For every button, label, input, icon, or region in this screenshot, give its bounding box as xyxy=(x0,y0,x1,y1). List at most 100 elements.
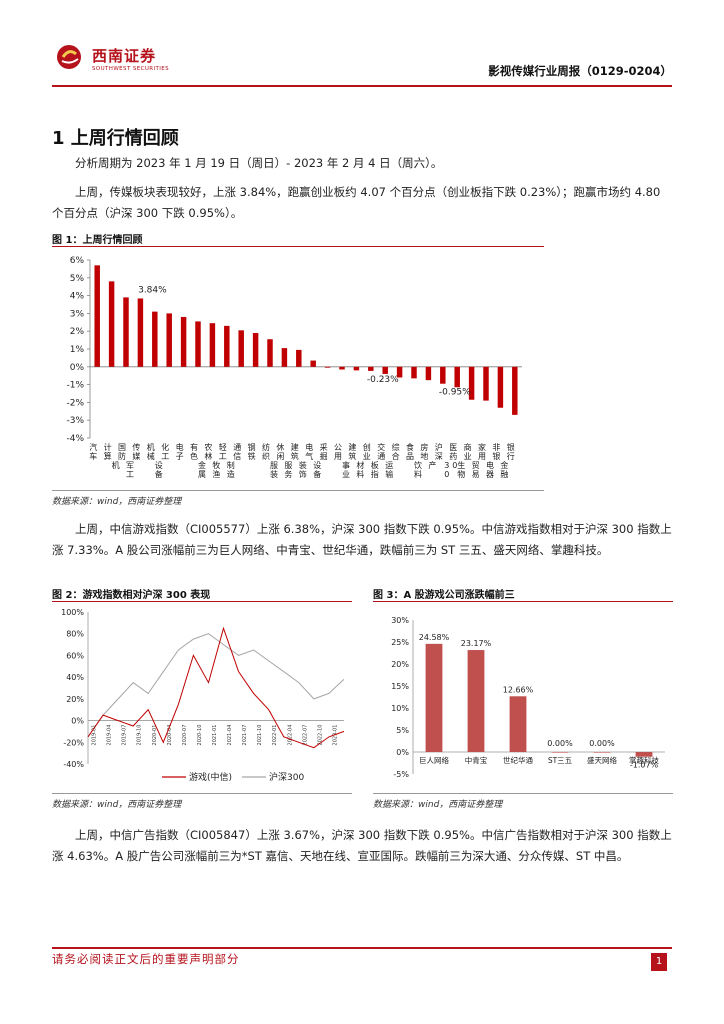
bar-10 xyxy=(238,330,244,367)
figure-2-top-rule xyxy=(52,601,352,602)
bar-3 xyxy=(137,298,144,367)
x-date-label: 2019-07 xyxy=(122,725,128,746)
bar-8 xyxy=(209,323,216,367)
x-date-label: 2022-01 xyxy=(272,725,278,746)
bar-2 xyxy=(509,696,527,752)
series-line-沪深300 xyxy=(87,633,345,738)
bar-22 xyxy=(411,366,417,379)
header-divider xyxy=(52,85,672,87)
data-label: 23.17% xyxy=(461,639,492,648)
x-date-label: 2019-10 xyxy=(137,725,143,746)
x-date-label: 2022-04 xyxy=(287,725,293,746)
y-tick-label: -4% xyxy=(66,434,84,444)
data-label: 12.66% xyxy=(503,685,534,694)
data-label: 0.00% xyxy=(547,739,573,748)
legend-label: 沪深300 xyxy=(269,771,304,783)
paragraph-game-index: 上周，中信游戏指数（CI005577）上涨 6.38%，沪深 300 指数下跌 … xyxy=(52,522,672,557)
footer-divider xyxy=(52,947,672,949)
x-category-label: 纺织服装 xyxy=(262,442,278,479)
bar-11 xyxy=(252,332,259,367)
data-label: 3.84% xyxy=(138,285,167,295)
x-category-label: 通信 xyxy=(233,442,241,461)
y-tick-label: -2% xyxy=(66,398,84,408)
figure-3-bottom-rule xyxy=(373,793,673,794)
bar-2 xyxy=(123,297,129,367)
x-category-label: 钢铁 xyxy=(248,442,256,461)
x-category-label: 综合 xyxy=(392,442,400,461)
x-category-label: 建筑材料 xyxy=(348,442,364,479)
y-tick-label: 5% xyxy=(396,726,409,735)
y-tick-label: 20% xyxy=(391,660,409,669)
company-logo-icon xyxy=(57,45,81,69)
x-category-label: 中青宝 xyxy=(465,755,488,765)
bar-29 xyxy=(512,366,518,415)
x-category-label: 创业板指 xyxy=(363,442,379,479)
x-date-label: 2021-04 xyxy=(227,725,233,746)
x-category-label: 商业贸易 xyxy=(464,442,480,479)
y-tick-label: 80% xyxy=(66,630,84,639)
x-category-label: 银行 xyxy=(507,442,515,461)
x-category-label: 世纪华通 xyxy=(503,755,533,765)
data-label: -1.07% xyxy=(630,761,659,770)
y-tick-label: 4% xyxy=(70,292,85,302)
logo-english-name: SOUTHWEST SECURITIES xyxy=(92,66,170,72)
y-tick-label: 40% xyxy=(66,673,84,682)
y-tick-label: 0% xyxy=(396,748,409,757)
bar-17 xyxy=(339,366,345,370)
x-category-label: 机械设备 xyxy=(147,442,163,479)
x-date-label: 2021-10 xyxy=(257,725,263,746)
x-category-label: 传媒 xyxy=(132,442,140,461)
paragraph-media-summary: 上周，传媒板块表现较好，上涨 3.84%，跑赢创业板约 4.07 个百分点（创业… xyxy=(52,185,661,220)
x-date-label: 2020-10 xyxy=(197,725,203,746)
x-category-label: 医药生物 xyxy=(449,443,465,479)
y-tick-label: 15% xyxy=(391,682,409,691)
x-category-label: 国防军工 xyxy=(118,443,134,479)
x-category-label: 农林牧渔 xyxy=(204,442,220,479)
data-label: 24.58% xyxy=(419,633,450,642)
x-category-label: 采掘 xyxy=(320,442,328,461)
y-tick-label: -40% xyxy=(63,760,84,769)
page-number: 1 xyxy=(651,953,667,971)
bar-5 xyxy=(166,313,172,367)
x-category-label: 计算机 xyxy=(104,442,120,470)
bar-26 xyxy=(468,366,475,400)
x-category-label: 化工 xyxy=(161,442,169,461)
x-category-label: 休闲服务 xyxy=(276,442,292,479)
bar-25 xyxy=(454,366,460,388)
x-date-label: 2022-07 xyxy=(302,725,308,746)
bar-1 xyxy=(108,281,115,367)
bar-6 xyxy=(180,316,187,367)
logo-chinese-name: 西南证券 xyxy=(92,47,157,65)
x-category-label: 交通运输 xyxy=(377,442,393,479)
bar-12 xyxy=(267,339,273,367)
bar-7 xyxy=(195,321,201,367)
figure-1-top-rule xyxy=(52,246,544,247)
bar-27 xyxy=(483,366,489,401)
x-category-label: 汽车 xyxy=(89,442,97,461)
x-category-label: ST三五 xyxy=(548,756,573,765)
bar-1 xyxy=(467,650,485,752)
data-label: 0.00% xyxy=(589,739,615,748)
x-date-label: 2020-07 xyxy=(182,725,188,746)
bar-13 xyxy=(281,348,288,367)
legend-label: 游戏(中信) xyxy=(189,771,232,783)
paragraph-period: 分析周期为 2023 年 1 月 19 日（周日）- 2023 年 2 月 4 … xyxy=(75,156,443,170)
section-title: 1 上周行情回顾 xyxy=(52,128,179,149)
bar-0 xyxy=(94,265,100,367)
bar-21 xyxy=(396,366,403,378)
bar-19 xyxy=(368,366,374,371)
figure-2-line-chart: 100% 80% 60% 40% 20% 0% -20% -40% 2019-01 2019-04… xyxy=(61,608,345,783)
bar-14 xyxy=(296,349,302,367)
y-tick-label: -1% xyxy=(66,381,84,391)
bar-28 xyxy=(497,366,504,408)
y-tick-label: 25% xyxy=(391,638,409,647)
x-category-label: 非银金融 xyxy=(492,442,508,479)
bar-5 xyxy=(635,752,653,757)
paragraph-ad-index: 上周，中信广告指数（CI005847）上涨 3.67%，沪深 300 指数下跌 … xyxy=(52,828,672,863)
x-date-label: 2021-07 xyxy=(242,725,248,746)
x-category-label: 家用电器 xyxy=(478,442,494,479)
bar-9 xyxy=(224,325,230,367)
figure-3-bar-chart: 30% 25% 20% 15% 10% 5% 0% -5% 24.58% 巨人网络 23.17% 中青… xyxy=(391,616,665,779)
x-date-label: 2020-04 xyxy=(167,725,173,746)
bar-23 xyxy=(425,366,432,381)
